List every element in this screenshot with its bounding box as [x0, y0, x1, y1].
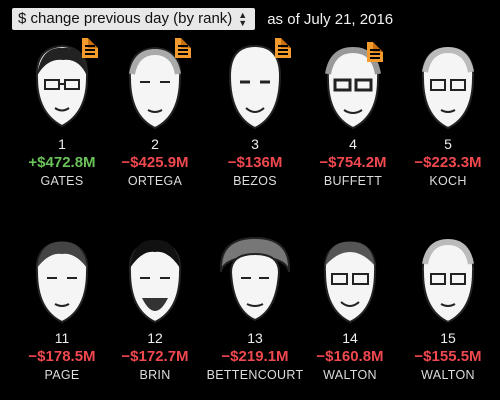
- person-name: BUFFETT: [323, 174, 383, 188]
- person-card-buffett[interactable]: 4 −$754.2M BUFFETT: [303, 38, 403, 188]
- person-card-gates[interactable]: 1 +$472.8M GATES: [12, 38, 112, 188]
- face-icon: [35, 44, 89, 128]
- rank-number: 14: [342, 330, 358, 346]
- sort-arrows-icon: ▲ ▼: [238, 10, 248, 28]
- portrait-buffett: [303, 38, 403, 134]
- dollar-change: −$425.9M: [121, 154, 189, 171]
- person-card-walton-15[interactable]: 15 −$155.5M WALTON: [398, 232, 498, 382]
- person-card-brin[interactable]: 12 −$172.7M BRIN: [105, 232, 205, 382]
- dollar-change: −$136M: [227, 154, 283, 171]
- rank-number: 11: [54, 330, 70, 346]
- face-icon: [421, 238, 475, 324]
- portrait-bezos: [205, 38, 305, 134]
- portrait-page: [12, 232, 112, 328]
- person-name: BEZOS: [233, 174, 277, 188]
- person-card-walton-14[interactable]: 14 −$160.8M WALTON: [300, 232, 400, 382]
- person-name: BRIN: [139, 368, 171, 382]
- header-bar: $ change previous day (by rank) ▲ ▼ as of…: [12, 8, 393, 30]
- sort-dropdown[interactable]: $ change previous day (by rank) ▲ ▼: [12, 8, 256, 30]
- dollar-change: −$155.5M: [414, 348, 482, 365]
- document-icon[interactable]: [175, 38, 191, 58]
- portrait-walton-15: [398, 232, 498, 328]
- rank-number: 1: [58, 136, 66, 152]
- person-name: PAGE: [44, 368, 80, 382]
- face-icon: [323, 240, 377, 324]
- rank-number: 15: [440, 330, 456, 346]
- portrait-walton-14: [300, 232, 400, 328]
- face-icon: [228, 44, 282, 130]
- sort-dropdown-label: $ change previous day (by rank): [18, 10, 233, 27]
- dollar-change: −$219.1M: [221, 348, 289, 365]
- person-card-koch[interactable]: 5 −$223.3M KOCH: [398, 38, 498, 188]
- portrait-bettencourt: [205, 232, 305, 328]
- rank-number: 4: [349, 136, 357, 152]
- rank-number: 13: [247, 330, 263, 346]
- portrait-gates: [12, 38, 112, 134]
- document-icon[interactable]: [82, 38, 98, 58]
- face-icon: [35, 240, 89, 324]
- person-name: BETTENCOURT: [206, 368, 304, 382]
- as-of-date: as of July 21, 2016: [267, 10, 394, 28]
- dollar-change: +$472.8M: [28, 154, 96, 171]
- face-icon: [325, 46, 381, 130]
- person-name: GATES: [40, 174, 84, 188]
- portrait-koch: [398, 38, 498, 134]
- rank-number: 5: [444, 136, 452, 152]
- document-icon[interactable]: [275, 38, 291, 58]
- face-icon: [219, 236, 291, 322]
- face-icon: [128, 46, 182, 130]
- dollar-change: −$223.3M: [414, 154, 482, 171]
- rank-number: 3: [251, 136, 259, 152]
- person-name: WALTON: [323, 368, 377, 382]
- document-icon[interactable]: [367, 42, 383, 62]
- face-icon: [128, 239, 182, 324]
- dollar-change: −$160.8M: [316, 348, 384, 365]
- portrait-brin: [105, 232, 205, 328]
- person-card-bettencourt[interactable]: 13 −$219.1M BETTENCOURT: [205, 232, 305, 382]
- person-card-ortega[interactable]: 2 −$425.9M ORTEGA: [105, 38, 205, 188]
- face-icon: [421, 46, 475, 130]
- person-name: WALTON: [421, 368, 475, 382]
- person-name: KOCH: [429, 174, 467, 188]
- dollar-change: −$178.5M: [28, 348, 96, 365]
- rank-number: 2: [151, 136, 159, 152]
- rank-number: 12: [147, 330, 163, 346]
- person-card-bezos[interactable]: 3 −$136M BEZOS: [205, 38, 305, 188]
- person-name: ORTEGA: [127, 174, 183, 188]
- dollar-change: −$172.7M: [121, 348, 189, 365]
- dollar-change: −$754.2M: [319, 154, 387, 171]
- person-card-page[interactable]: 11 −$178.5M PAGE: [12, 232, 112, 382]
- portrait-ortega: [105, 38, 205, 134]
